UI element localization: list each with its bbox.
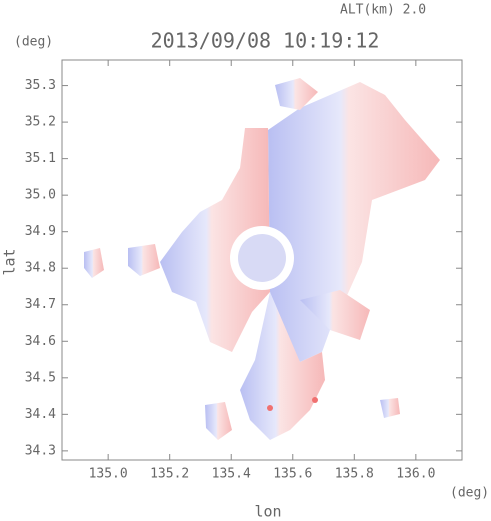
y-tick-label: 35.1: [25, 151, 56, 166]
y-tick-label: 34.8: [25, 261, 56, 276]
echo-field: [84, 78, 440, 440]
y-tick-label: 35.0: [25, 188, 56, 203]
y-tick-label: 34.5: [25, 370, 56, 385]
x-tick-label: 135.0: [89, 467, 128, 482]
chart-title: 2013/09/08 10:19:12: [151, 29, 380, 53]
y-axis-label: lat: [1, 248, 19, 275]
x-tick-label: 135.8: [335, 467, 374, 482]
plot-frame: [61, 59, 463, 461]
y-tick-label: 35.2: [25, 115, 56, 130]
radar-site-core: [238, 234, 286, 282]
x-tick-label: 135.4: [212, 467, 251, 482]
x-tick-label: 135.6: [273, 467, 312, 482]
x-axis-label: lon: [254, 503, 281, 521]
y-tick-label: 34.6: [25, 334, 56, 349]
echo-spot: [312, 397, 318, 403]
y-tick-label: 34.4: [25, 407, 56, 422]
y-tick-label: 34.3: [25, 443, 56, 458]
altitude-label: ALT(km) 2.0: [340, 3, 426, 18]
y-unit: (deg): [14, 35, 53, 50]
y-tick-label: 34.9: [25, 224, 56, 239]
x-unit: (deg): [450, 486, 489, 501]
x-tick-label: 135.2: [150, 467, 189, 482]
y-tick-label: 35.3: [25, 78, 56, 93]
echo-spot: [267, 405, 273, 411]
x-tick-label: 136.0: [396, 467, 435, 482]
y-tick-label: 34.7: [25, 297, 56, 312]
